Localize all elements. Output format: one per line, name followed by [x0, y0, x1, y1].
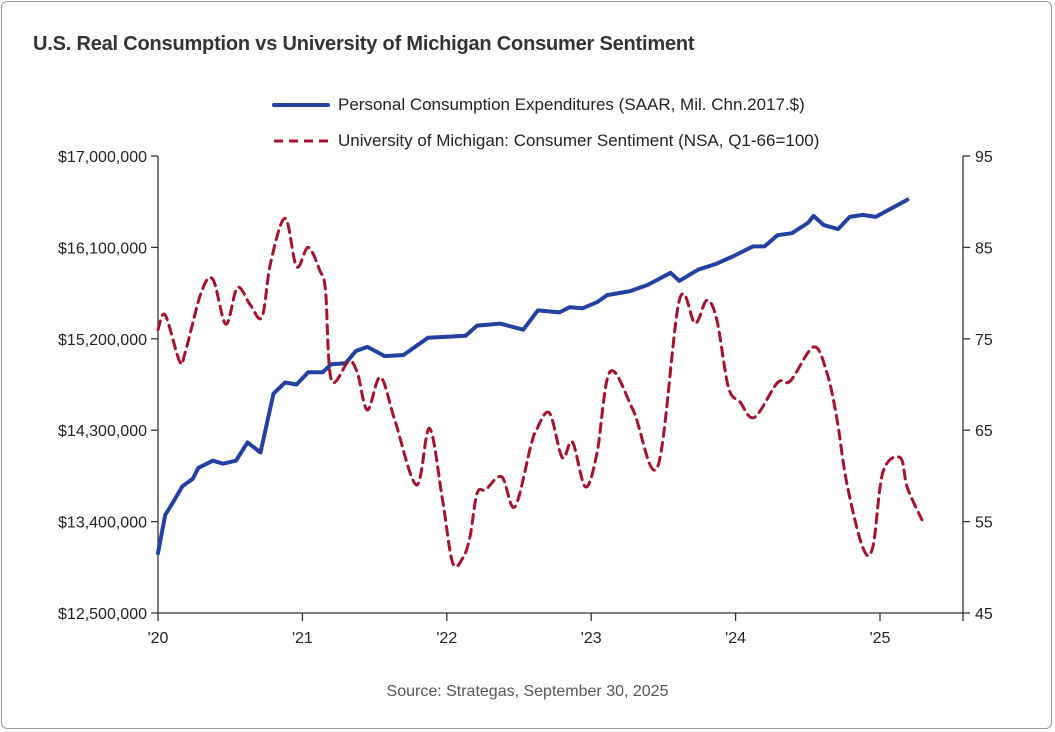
x-tick-label: '25: [870, 630, 891, 647]
right-y-tick-label: 85: [975, 240, 993, 257]
left-y-tick-label: $16,100,000: [58, 240, 147, 257]
right-y-tick-label: 45: [975, 606, 993, 623]
left-y-tick-label: $14,300,000: [58, 423, 147, 440]
legend-label-pce: Personal Consumption Expenditures (SAAR,…: [338, 95, 805, 114]
x-tick-label: '24: [725, 630, 746, 647]
right-y-tick-label: 75: [975, 332, 993, 349]
source-note: Source: Strategas, September 30, 2025: [386, 683, 669, 700]
series-line-pce: [156, 197, 910, 556]
right-y-tick-label: 65: [975, 423, 993, 440]
x-tick-label: '21: [292, 630, 313, 647]
legend-dashed-line-icon: [274, 139, 328, 143]
left-y-tick-label: $15,200,000: [58, 332, 147, 349]
x-tick-label: '20: [148, 630, 169, 647]
x-tick-label: '23: [581, 630, 602, 647]
left-y-tick-label: $13,400,000: [58, 515, 147, 532]
left-y-tick-label: $12,500,000: [58, 606, 147, 623]
legend-item-sentiment: University of Michigan: Consumer Sentime…: [272, 130, 819, 152]
series-line-consumer-sentiment: [156, 216, 924, 569]
right-y-tick-label: 55: [975, 515, 993, 532]
left-y-tick-label: $17,000,000: [58, 149, 147, 166]
legend-item-pce: Personal Consumption Expenditures (SAAR,…: [272, 94, 805, 116]
legend-solid-line-icon: [272, 103, 330, 107]
x-tick-label: '22: [436, 630, 457, 647]
legend-label-sentiment: University of Michigan: Consumer Sentime…: [338, 131, 820, 150]
right-y-tick-label: 95: [975, 149, 993, 166]
chart-title: U.S. Real Consumption vs University of M…: [33, 33, 695, 55]
